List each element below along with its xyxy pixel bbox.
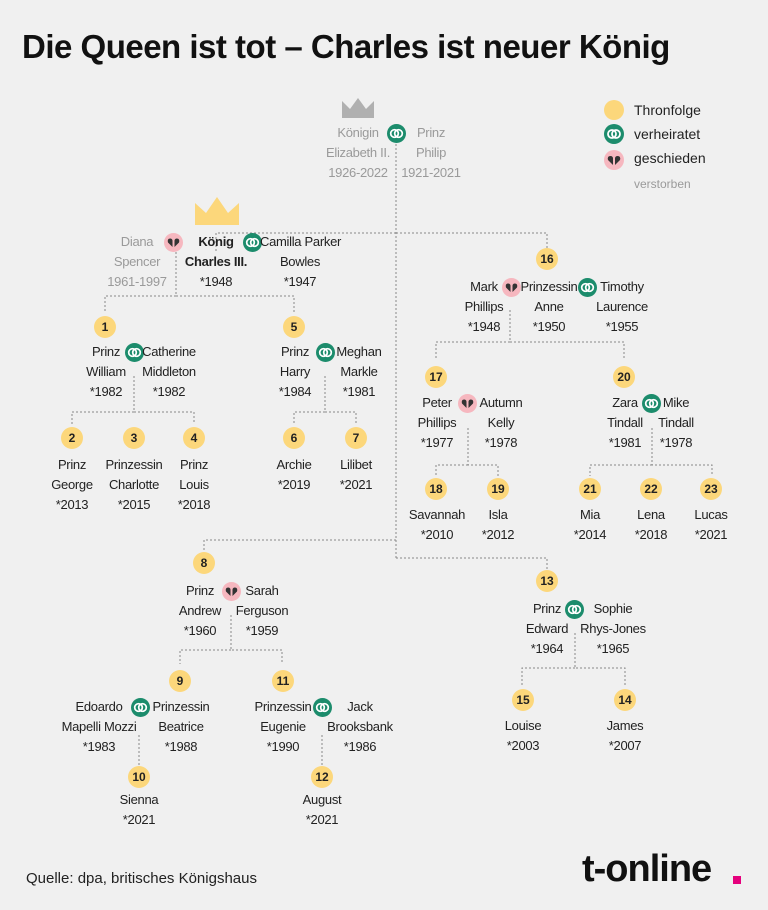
succession-badge: 10 bbox=[128, 766, 150, 788]
rings-icon bbox=[578, 278, 597, 297]
person-camilla: Camilla Parker Bowles *1947 bbox=[260, 234, 342, 289]
person-james: James *2007 bbox=[606, 718, 644, 753]
rings-icon bbox=[604, 124, 624, 144]
rings-icon bbox=[387, 124, 406, 143]
person-sarah: Sarah Ferguson *1959 bbox=[235, 583, 289, 638]
legend-divorced: geschieden bbox=[634, 150, 706, 166]
succession-badge: 18 bbox=[425, 478, 447, 500]
broken-heart-icon bbox=[458, 394, 477, 413]
succession-badge: 13 bbox=[536, 570, 558, 592]
person-edward: Prinz Edward *1964 bbox=[525, 601, 569, 656]
person-autumn: Autumn Kelly *1978 bbox=[479, 395, 523, 450]
person-catherine: Catherine Middleton *1982 bbox=[142, 344, 196, 399]
rings-icon bbox=[565, 600, 584, 619]
person-savannah: Savannah *2010 bbox=[408, 507, 466, 542]
succession-legend-icon bbox=[604, 100, 624, 120]
rings-icon bbox=[243, 233, 262, 252]
broken-heart-icon bbox=[604, 150, 624, 170]
rings-icon bbox=[125, 343, 144, 362]
person-archie: Archie *2019 bbox=[276, 457, 312, 492]
page-title: Die Queen ist tot – Charles ist neuer Kö… bbox=[22, 28, 670, 65]
legend-deceased: verstorben bbox=[634, 177, 691, 191]
person-andrew: Prinz Andrew *1960 bbox=[178, 583, 222, 638]
person-zara: Zara Tindall *1981 bbox=[607, 395, 643, 450]
person-anne: Prinzessin Anne *1950 bbox=[520, 279, 578, 334]
succession-badge: 8 bbox=[193, 552, 215, 574]
succession-badge: 19 bbox=[487, 478, 509, 500]
person-sophie: Sophie Rhys-Jones *1965 bbox=[580, 601, 646, 656]
legend-married: verheiratet bbox=[634, 126, 701, 142]
person-lilibet: Lilibet *2021 bbox=[339, 457, 373, 492]
person-mike: Mike Tindall *1978 bbox=[658, 395, 694, 450]
succession-badge: 6 bbox=[283, 427, 305, 449]
succession-badge: 22 bbox=[640, 478, 662, 500]
succession-badge: 1 bbox=[94, 316, 116, 338]
person-louise: Louise *2003 bbox=[504, 718, 542, 753]
succession-badge: 23 bbox=[700, 478, 722, 500]
person-charlotte: Prinzessin Charlotte *2015 bbox=[105, 457, 163, 512]
crown-icon bbox=[342, 98, 374, 118]
rings-icon bbox=[642, 394, 661, 413]
person-louis: Prinz Louis *2018 bbox=[177, 457, 211, 512]
crown-icon bbox=[195, 197, 239, 225]
succession-badge: 9 bbox=[169, 670, 191, 692]
succession-badge: 15 bbox=[512, 689, 534, 711]
succession-badge: 7 bbox=[345, 427, 367, 449]
succession-badge: 2 bbox=[61, 427, 83, 449]
person-diana: Diana Spencer 1961-1997 bbox=[107, 234, 167, 289]
person-peter: Peter Phillips *1977 bbox=[417, 395, 457, 450]
source-note: Quelle: dpa, britisches Königshaus bbox=[26, 870, 257, 887]
succession-badge: 3 bbox=[123, 427, 145, 449]
person-beatrice: Prinzessin Beatrice *1988 bbox=[152, 699, 210, 754]
person-william: Prinz William *1982 bbox=[86, 344, 126, 399]
succession-badge: 12 bbox=[311, 766, 333, 788]
succession-badge: 14 bbox=[614, 689, 636, 711]
broken-heart-icon bbox=[164, 233, 183, 252]
succession-badge: 5 bbox=[283, 316, 305, 338]
person-george: Prinz George *2013 bbox=[51, 457, 93, 512]
rings-icon bbox=[131, 698, 150, 717]
succession-badge: 11 bbox=[272, 670, 294, 692]
person-charles: König Charles III. *1948 bbox=[184, 234, 248, 289]
person-jack: Jack Brooksbank *1986 bbox=[327, 699, 393, 754]
person-august: August *2021 bbox=[302, 792, 342, 827]
rings-icon bbox=[316, 343, 335, 362]
succession-badge: 20 bbox=[613, 366, 635, 388]
legend-succession: Thronfolge bbox=[634, 102, 701, 118]
person-mark: Mark Phillips *1948 bbox=[464, 279, 504, 334]
person-sienna: Sienna *2021 bbox=[119, 792, 159, 827]
person-isla: Isla *2012 bbox=[481, 507, 515, 542]
rings-icon bbox=[313, 698, 332, 717]
person-meghan: Meghan Markle *1981 bbox=[336, 344, 382, 399]
logo-dot bbox=[733, 876, 741, 884]
person-elizabeth: Königin Elizabeth II. 1926-2022 bbox=[325, 125, 391, 180]
broken-heart-icon bbox=[222, 582, 241, 601]
succession-badge: 16 bbox=[536, 248, 558, 270]
person-mia: Mia *2014 bbox=[573, 507, 607, 542]
person-timothy: Timothy Laurence *1955 bbox=[596, 279, 648, 334]
brand-logo: t-online bbox=[582, 848, 712, 890]
succession-badge: 21 bbox=[579, 478, 601, 500]
person-harry: Prinz Harry *1984 bbox=[278, 344, 312, 399]
person-lena: Lena *2018 bbox=[634, 507, 668, 542]
person-philip: Prinz Philip 1921-2021 bbox=[401, 125, 461, 180]
succession-badge: 17 bbox=[425, 366, 447, 388]
person-eugenie: Prinzessin Eugenie *1990 bbox=[254, 699, 312, 754]
person-lucas: Lucas *2021 bbox=[694, 507, 728, 542]
person-edoardo: Edoardo Mapelli Mozzi *1983 bbox=[61, 699, 137, 754]
succession-badge: 4 bbox=[183, 427, 205, 449]
broken-heart-icon bbox=[502, 278, 521, 297]
